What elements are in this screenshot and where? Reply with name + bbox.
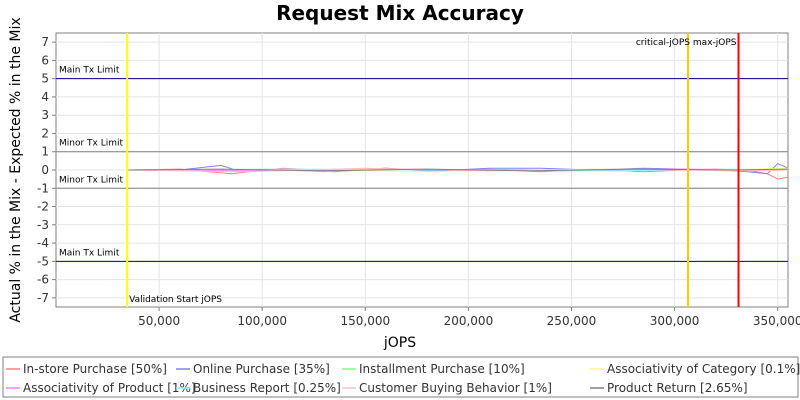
limit-line-label: Minor Tx Limit	[59, 175, 124, 185]
marker-line-label: Validation Start jOPS	[129, 295, 222, 305]
y-tick-label: 7	[41, 35, 49, 49]
series-line	[128, 167, 789, 173]
y-tick-label: 4	[41, 90, 49, 104]
series-line	[128, 168, 789, 172]
y-tick-label: 5	[41, 72, 49, 86]
y-tick-label: 0	[41, 163, 49, 177]
x-tick-label: 100,000	[237, 314, 287, 328]
x-axis: 50,000 100,000 150,000 200,000 250,000 300,00…	[138, 307, 800, 328]
x-tick-label: 200,000	[444, 314, 494, 328]
x-tick-label: 350,000	[753, 314, 800, 328]
x-tick-label: 250,000	[547, 314, 597, 328]
y-tick-label: -2	[37, 200, 49, 214]
marker-line-label: max-jOPS	[693, 38, 737, 48]
series-lines	[128, 163, 789, 180]
marker-lines: Validation Start jOPS critical-jOPS max-jO…	[126, 33, 740, 307]
y-tick-label: -1	[37, 181, 49, 195]
legend-label: Online Purchase [35%]	[193, 362, 330, 376]
legend-label: Associativity of Product [1%]	[23, 381, 196, 395]
chart-title: Request Mix Accuracy	[276, 1, 524, 25]
y-axis-label: Actual % in the Mix - Expected % in the …	[8, 17, 24, 322]
y-tick-label: -6	[37, 273, 49, 287]
limit-lines: Main Tx Limit Minor Tx Limit Minor Tx Limi…	[56, 66, 788, 262]
y-tick-label: 3	[41, 108, 49, 122]
limit-line-label: Main Tx Limit	[59, 66, 120, 76]
legend	[2, 356, 799, 398]
legend-label: Installment Purchase [10%]	[359, 362, 525, 376]
y-tick-label: -3	[37, 218, 49, 232]
legend-label: Business Report [0.25%]	[193, 381, 341, 395]
x-tick-label: 300,000	[650, 314, 700, 328]
legend-label: In-store Purchase [50%]	[23, 362, 167, 376]
y-tick-label: -7	[37, 291, 49, 305]
y-tick-label: -5	[37, 254, 49, 268]
y-tick-label: 2	[41, 126, 49, 140]
legend-label: Associativity of Category [0.1%]	[607, 362, 800, 376]
limit-line-label: Main Tx Limit	[59, 248, 120, 258]
legend-label: Customer Buying Behavior [1%]	[359, 381, 552, 395]
y-axis: -7 -6 -5 -4 -3 -2 -1 0 1 2 3 4 5 6 7	[37, 35, 56, 305]
legend-items: In-store Purchase [50%] Online Purchase […	[6, 362, 800, 395]
x-tick-label: 50,000	[138, 314, 180, 328]
y-tick-label: 1	[41, 145, 49, 159]
limit-line-label: Minor Tx Limit	[59, 139, 124, 149]
legend-label: Product Return [2.65%]	[607, 381, 748, 395]
y-tick-label: 6	[41, 53, 49, 67]
y-tick-label: -4	[37, 236, 49, 250]
x-tick-label: 150,000	[340, 314, 390, 328]
x-axis-label: jOPS	[383, 335, 416, 351]
marker-line-label: critical-jOPS	[636, 38, 690, 48]
